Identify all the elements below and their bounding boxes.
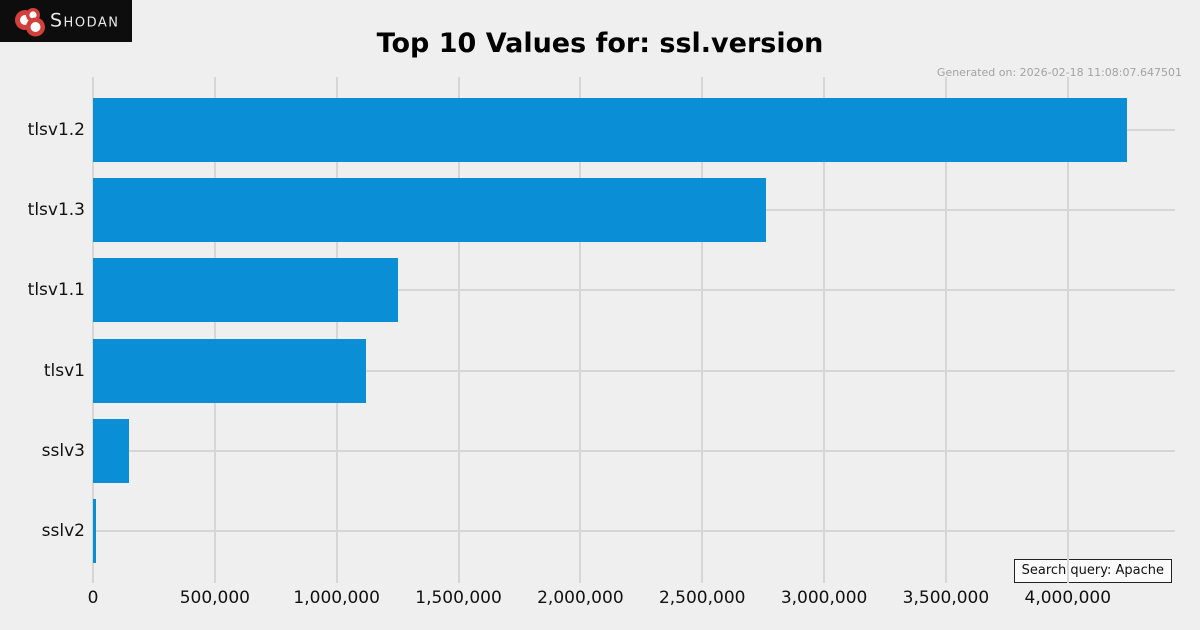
y-tick-label: tlsv1 [43, 360, 85, 381]
x-tick-label: 500,000 [179, 588, 250, 608]
x-tick-label: 1,500,000 [415, 588, 502, 608]
x-tick-label: 0 [87, 588, 99, 608]
x-gridline [944, 77, 947, 583]
shodan-logo-text: Shodan [50, 9, 120, 32]
y-tick-label: tlsv1.1 [27, 280, 85, 301]
x-gridline [92, 77, 94, 583]
y-gridline [93, 289, 1175, 292]
x-gridline [335, 77, 338, 583]
y-gridline [93, 530, 1175, 532]
x-tick-label: 4,000,000 [1024, 588, 1112, 608]
bar-tlsv1 [93, 338, 366, 403]
y-tick-label: sslv2 [41, 521, 85, 541]
search-query-badge: Search query: Apache [1013, 559, 1172, 583]
bar-sslv3 [93, 418, 130, 483]
chart-title: Top 10 Values for: ssl.version [376, 28, 824, 59]
shodan-logo-icon [15, 8, 45, 37]
plot-area [92, 77, 1175, 583]
y-tick-label: tlsv1.3 [27, 200, 85, 221]
x-tick-label: 3,000,000 [780, 588, 868, 608]
x-tick-label: 2,500,000 [658, 588, 746, 608]
bar-tlsv1.2 [93, 98, 1127, 162]
bar-tlsv1.1 [93, 258, 398, 323]
y-tick-label: tlsv1.2 [27, 120, 85, 140]
bar-tlsv1.3 [93, 178, 766, 243]
x-gridline [457, 77, 460, 583]
x-tick-label: 1,000,000 [293, 588, 380, 608]
x-tick-label: 2,000,000 [537, 588, 624, 608]
x-gridline [823, 77, 826, 583]
y-tick-label: sslv3 [41, 440, 85, 461]
shodan-logo: Shodan [0, 0, 132, 42]
x-gridline [701, 77, 704, 583]
generated-timestamp: Generated on: 2026-02-18 11:08:07.647501 [936, 66, 1182, 79]
bar-sslv2 [93, 499, 96, 563]
x-gridline [213, 77, 216, 583]
x-gridline [579, 77, 582, 583]
x-gridline [1066, 77, 1069, 583]
x-tick-label: 3,500,000 [902, 588, 990, 608]
y-gridline [93, 449, 1175, 452]
y-gridline [93, 369, 1175, 372]
